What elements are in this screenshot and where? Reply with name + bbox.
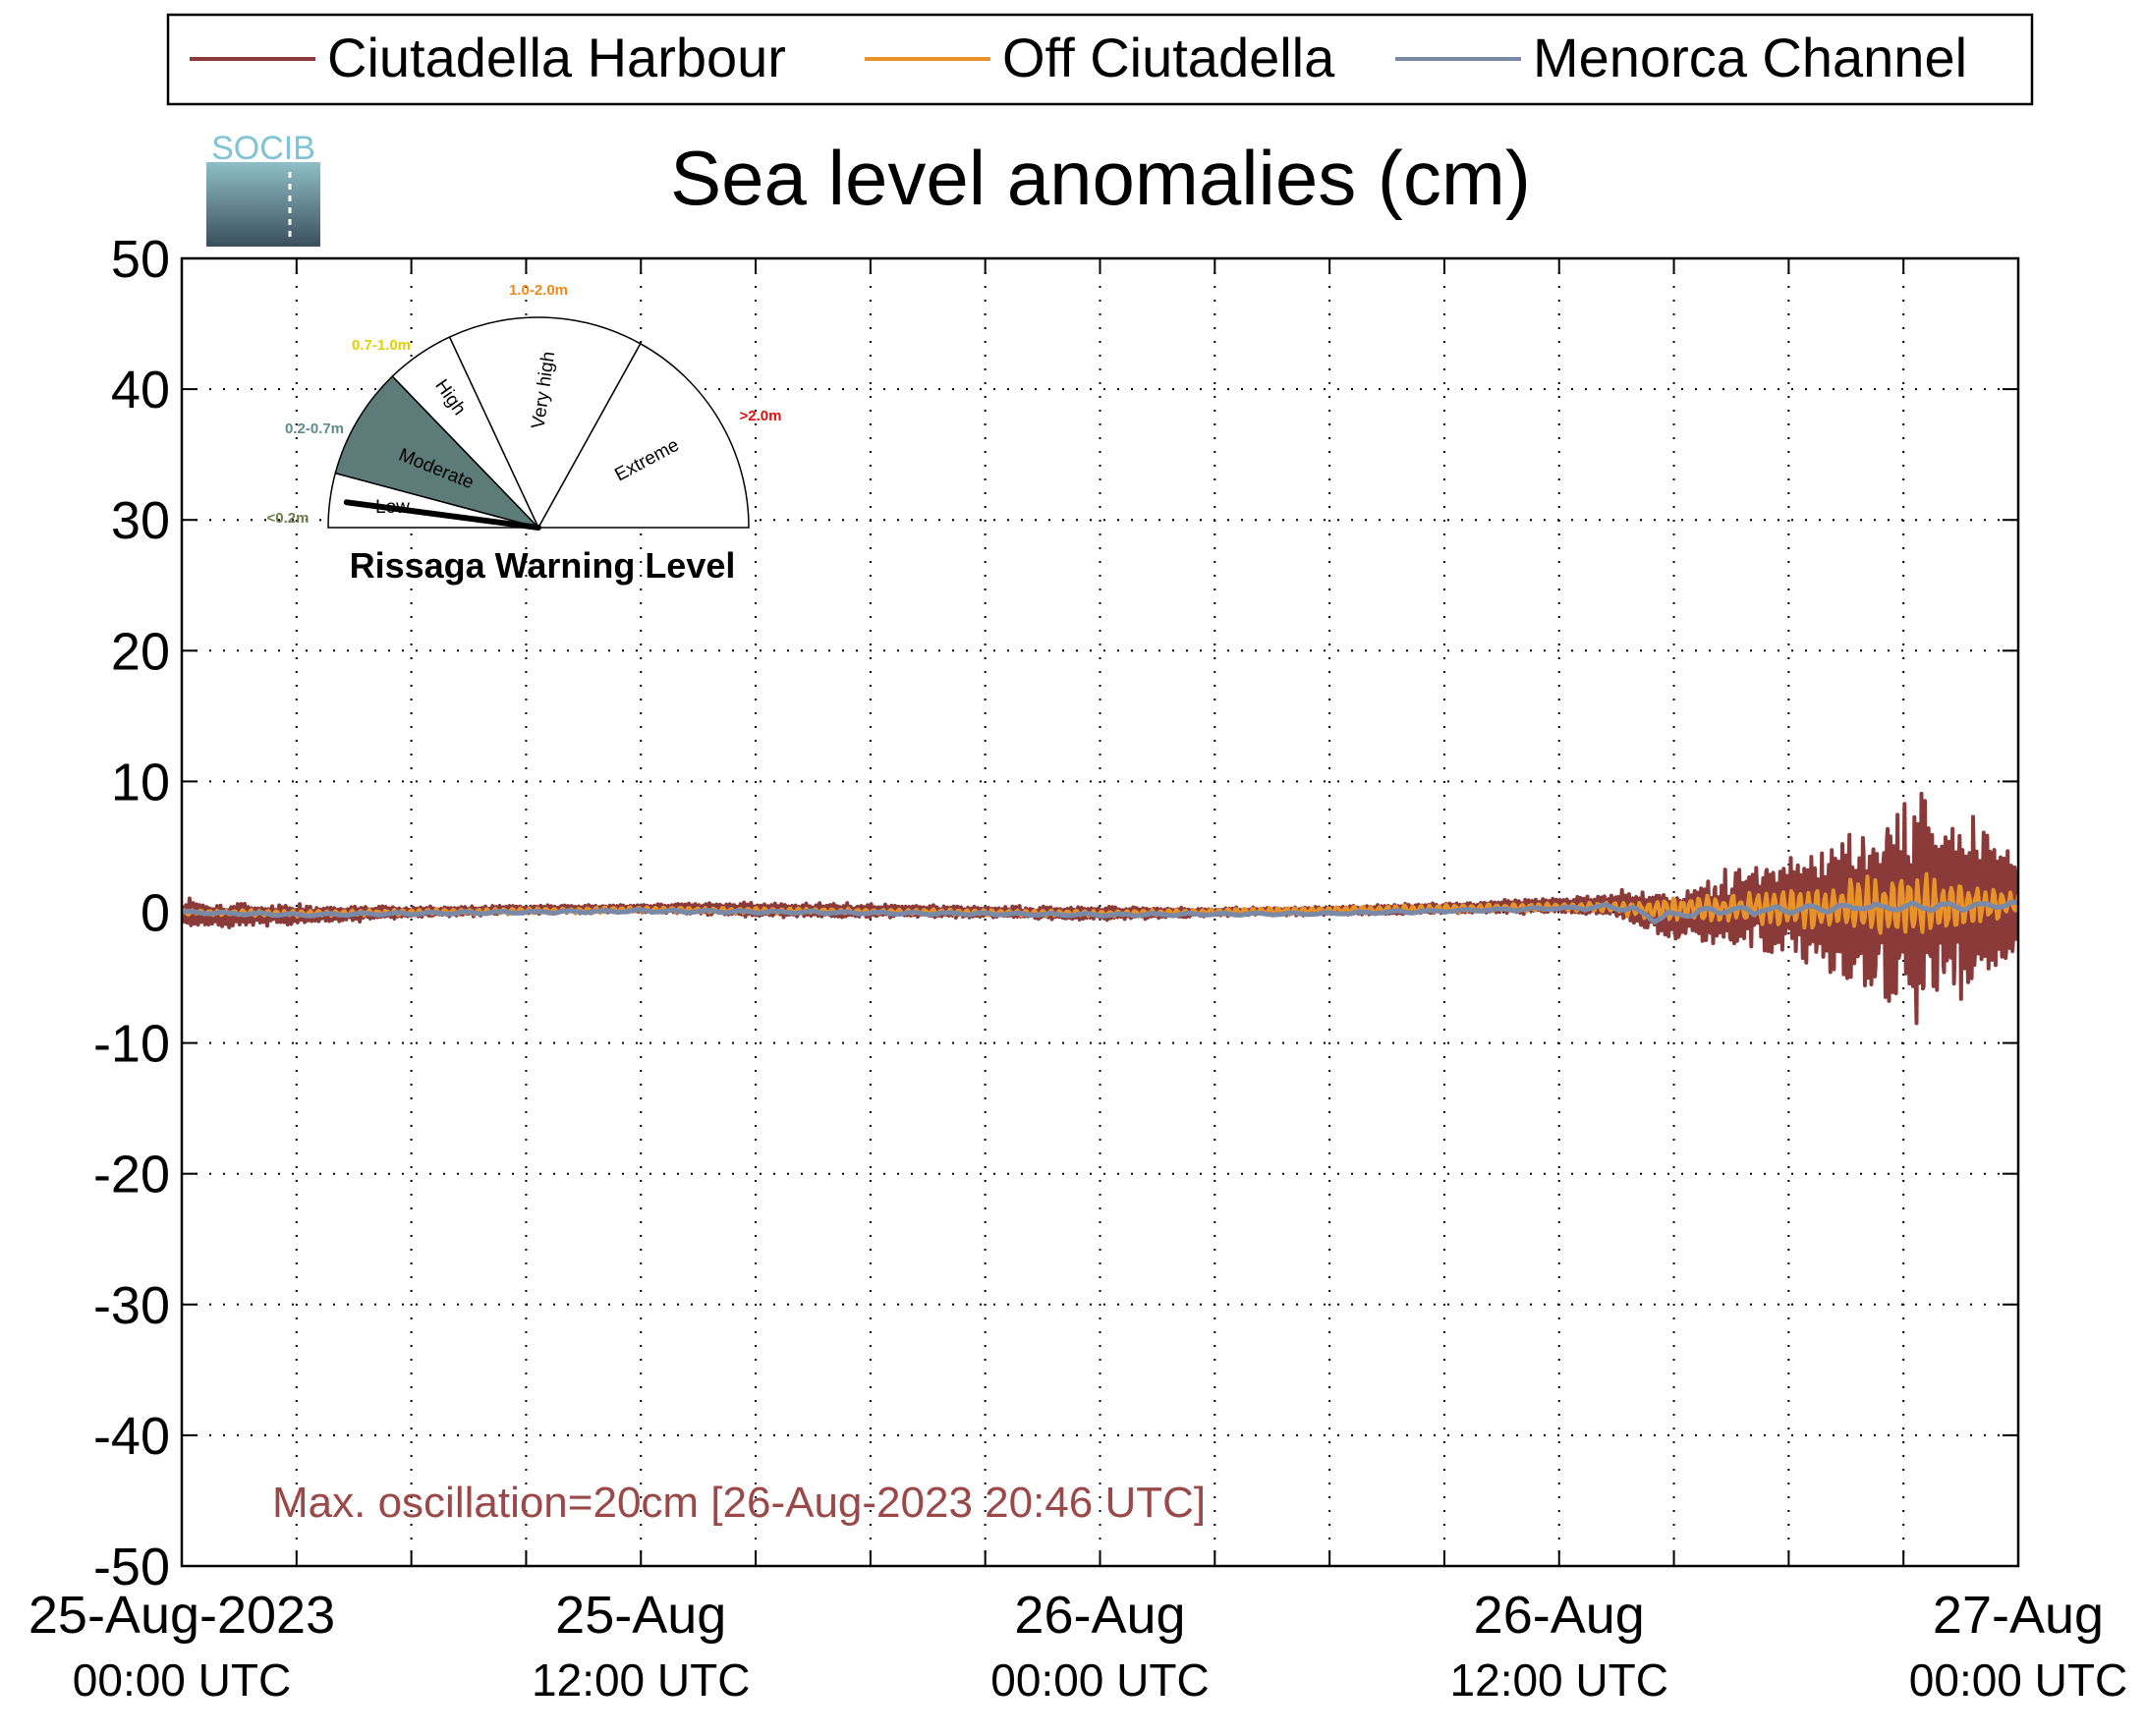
- y-tick-label: -10: [93, 1015, 170, 1074]
- chart-title: Sea level anomalies (cm): [670, 135, 1531, 221]
- logo-text: SOCIB: [211, 130, 315, 167]
- series-lines: [182, 791, 2018, 1026]
- max-oscillation-annotation: Max. oscillation=20cm [26-Aug-2023 20:46…: [272, 1479, 1206, 1527]
- x-tick-label-date: 26-Aug: [1014, 1586, 1185, 1645]
- x-tick-label-date: 25-Aug: [555, 1586, 726, 1645]
- x-tick-label-time: 12:00 UTC: [532, 1654, 750, 1706]
- gauge-sector-very-high: [448, 316, 642, 530]
- y-tick-label: -20: [93, 1146, 170, 1204]
- y-tick-label: 50: [111, 230, 170, 289]
- y-tick-label: -40: [93, 1407, 170, 1466]
- x-tick-label-time: 12:00 UTC: [1450, 1654, 1668, 1706]
- x-axis: 25-Aug-2023 00:00 UTC 25-Aug 12:00 UTC 26-Au…: [28, 258, 2127, 1706]
- rissaga-gauge: LowModerateHighVery highExtreme<0.2m0.2-…: [267, 282, 782, 586]
- gauge-range-label: 0.7-1.0m: [352, 337, 411, 354]
- gauge-needle: [343, 499, 541, 531]
- gauge-range-label: <0.2m: [267, 510, 310, 527]
- y-tick-label: -30: [93, 1276, 170, 1335]
- x-tick-label-time: 00:00 UTC: [1909, 1654, 2127, 1706]
- y-tick-label: 30: [111, 491, 170, 550]
- y-axis: 50 40 30 20 10 0 -10 -20 -30 -40 -50: [93, 230, 2018, 1596]
- series-line-menorca-channel: [182, 899, 2018, 924]
- x-tick-label-date: 25-Aug-2023: [28, 1586, 335, 1645]
- x-tick-label-date: 26-Aug: [1474, 1586, 1645, 1645]
- legend-label: Off Ciutadella: [1002, 27, 1335, 88]
- x-tick-label-date: 27-Aug: [1933, 1586, 2104, 1645]
- gauge-range-label: 1.0-2.0m: [509, 282, 568, 299]
- x-tick-label-time: 00:00 UTC: [73, 1654, 291, 1706]
- plot-frame: [180, 256, 2020, 1568]
- legend-box: [166, 13, 2034, 106]
- y-tick-label: 10: [111, 753, 170, 812]
- legend-label: Menorca Channel: [1533, 27, 1967, 88]
- logo-block: [206, 162, 320, 247]
- gauge-range-label: >2.0m: [740, 408, 782, 424]
- socib-logo: SOCIB: [206, 130, 320, 247]
- gauge-sector-extreme: [536, 342, 750, 529]
- y-tick-label: 0: [141, 884, 170, 943]
- legend: Ciutadella Harbour Off Ciutadella Menorca …: [166, 13, 2034, 106]
- gauge-title: Rissaga Warning Level: [350, 545, 736, 586]
- y-tick-label: -50: [93, 1538, 170, 1596]
- y-tick-label: 40: [111, 361, 170, 420]
- legend-label: Ciutadella Harbour: [327, 27, 786, 88]
- gauge-range-label: 0.2-0.7m: [285, 420, 344, 437]
- series-line-off-ciutadella: [182, 871, 2018, 935]
- y-tick-label: 20: [111, 622, 170, 681]
- gauge-sector-moderate: [334, 375, 541, 530]
- x-tick-label-time: 00:00 UTC: [990, 1654, 1209, 1706]
